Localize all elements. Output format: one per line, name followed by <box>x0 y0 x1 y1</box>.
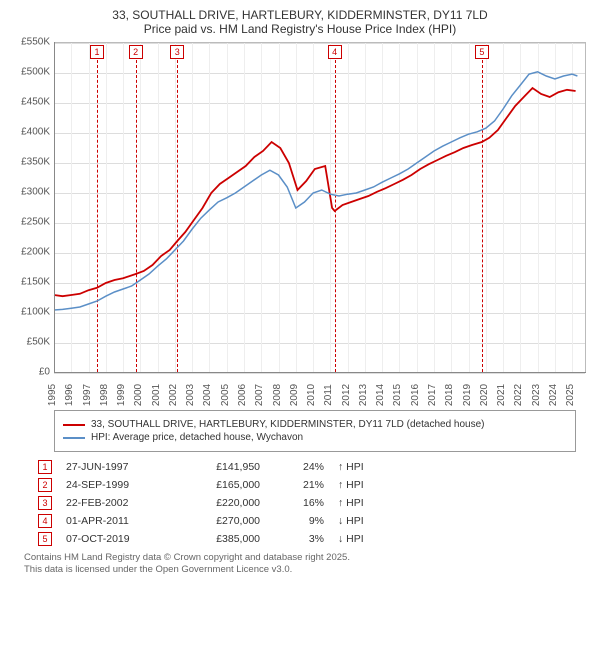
event-price: £385,000 <box>180 533 260 545</box>
x-tick-label: 2009 <box>289 384 303 406</box>
event-date: 24-SEP-1999 <box>66 479 166 491</box>
x-tick-label: 2007 <box>254 384 268 406</box>
x-tick-label: 2001 <box>151 384 165 406</box>
x-tick-label: 2011 <box>323 384 337 406</box>
x-tick-label: 2017 <box>427 384 441 406</box>
event-table: 1 27-JUN-1997 £141,950 24% ↑ HPI 2 24-SEP-1999… <box>38 460 576 546</box>
event-direction: ↑ HPI <box>338 461 398 473</box>
event-row: 5 07-OCT-2019 £385,000 3% ↓ HPI <box>38 532 576 546</box>
x-tick-label: 1999 <box>116 384 130 406</box>
event-number: 3 <box>38 496 52 510</box>
legend-label: 33, SOUTHALL DRIVE, HARTLEBURY, KIDDERMI… <box>91 419 485 430</box>
y-tick-label: £300K <box>10 187 50 198</box>
event-direction: ↑ HPI <box>338 497 398 509</box>
event-row: 1 27-JUN-1997 £141,950 24% ↑ HPI <box>38 460 576 474</box>
event-percent: 21% <box>274 479 324 491</box>
event-number: 5 <box>38 532 52 546</box>
chart-lines <box>54 43 585 372</box>
x-tick-label: 2018 <box>444 384 458 406</box>
x-tick-label: 1998 <box>99 384 113 406</box>
x-tick-label: 2006 <box>237 384 251 406</box>
event-price: £220,000 <box>180 497 260 509</box>
x-tick-label: 2020 <box>479 384 493 406</box>
event-number: 4 <box>38 514 52 528</box>
y-axis <box>54 42 55 372</box>
x-tick-label: 2012 <box>341 384 355 406</box>
event-percent: 24% <box>274 461 324 473</box>
event-number: 1 <box>38 460 52 474</box>
x-tick-label: 2000 <box>133 384 147 406</box>
y-tick-label: £150K <box>10 277 50 288</box>
x-tick-label: 2025 <box>565 384 579 406</box>
x-tick-label: 2019 <box>462 384 476 406</box>
legend-item: 33, SOUTHALL DRIVE, HARTLEBURY, KIDDERMI… <box>63 419 567 430</box>
legend-swatch <box>63 437 85 439</box>
event-date: 01-APR-2011 <box>66 515 166 527</box>
footer: Contains HM Land Registry data © Crown c… <box>24 552 576 577</box>
x-tick-label: 2004 <box>202 384 216 406</box>
y-tick-label: £100K <box>10 307 50 318</box>
x-tick-label: 2013 <box>358 384 372 406</box>
event-direction: ↓ HPI <box>338 533 398 545</box>
event-date: 07-OCT-2019 <box>66 533 166 545</box>
event-percent: 16% <box>274 497 324 509</box>
event-date: 22-FEB-2002 <box>66 497 166 509</box>
event-price: £165,000 <box>180 479 260 491</box>
footer-line1: Contains HM Land Registry data © Crown c… <box>24 552 576 564</box>
x-tick-label: 2021 <box>496 384 510 406</box>
event-price: £141,950 <box>180 461 260 473</box>
x-tick-label: 2002 <box>168 384 182 406</box>
title-address: 33, SOUTHALL DRIVE, HARTLEBURY, KIDDERMI… <box>10 8 590 22</box>
x-tick-label: 2024 <box>548 384 562 406</box>
y-tick-label: £250K <box>10 217 50 228</box>
event-percent: 9% <box>274 515 324 527</box>
chart: £0 £50K £100K £150K £200K £250K £300K £350K £400… <box>10 42 590 402</box>
event-direction: ↑ HPI <box>338 479 398 491</box>
x-tick-label: 2005 <box>220 384 234 406</box>
event-number: 2 <box>38 478 52 492</box>
y-tick-label: £500K <box>10 67 50 78</box>
footer-line2: This data is licensed under the Open Gov… <box>24 564 576 576</box>
legend-label: HPI: Average price, detached house, Wych… <box>91 432 303 443</box>
event-row: 4 01-APR-2011 £270,000 9% ↓ HPI <box>38 514 576 528</box>
x-tick-label: 1995 <box>47 384 61 406</box>
x-tick-label: 2014 <box>375 384 389 406</box>
legend-item: HPI: Average price, detached house, Wych… <box>63 432 567 443</box>
title-subtitle: Price paid vs. HM Land Registry's House … <box>10 22 590 36</box>
legend-swatch <box>63 424 85 426</box>
title-block: 33, SOUTHALL DRIVE, HARTLEBURY, KIDDERMI… <box>10 8 590 36</box>
y-tick-label: £50K <box>10 337 50 348</box>
x-tick-label: 1996 <box>64 384 78 406</box>
legend: 33, SOUTHALL DRIVE, HARTLEBURY, KIDDERMI… <box>54 410 576 452</box>
x-tick-label: 1997 <box>82 384 96 406</box>
plot-area: 12345 <box>54 42 586 372</box>
y-tick-label: £200K <box>10 247 50 258</box>
y-tick-label: £350K <box>10 157 50 168</box>
x-tick-label: 2023 <box>531 384 545 406</box>
x-tick-label: 2008 <box>272 384 286 406</box>
x-axis <box>54 372 586 373</box>
x-tick-label: 2003 <box>185 384 199 406</box>
x-tick-label: 2015 <box>392 384 406 406</box>
y-tick-label: £0 <box>10 367 50 378</box>
y-tick-label: £400K <box>10 127 50 138</box>
y-tick-label: £550K <box>10 37 50 48</box>
x-tick-label: 2010 <box>306 384 320 406</box>
event-row: 2 24-SEP-1999 £165,000 21% ↑ HPI <box>38 478 576 492</box>
y-tick-label: £450K <box>10 97 50 108</box>
event-date: 27-JUN-1997 <box>66 461 166 473</box>
event-price: £270,000 <box>180 515 260 527</box>
event-direction: ↓ HPI <box>338 515 398 527</box>
event-percent: 3% <box>274 533 324 545</box>
x-tick-label: 2022 <box>513 384 527 406</box>
x-tick-label: 2016 <box>410 384 424 406</box>
event-row: 3 22-FEB-2002 £220,000 16% ↑ HPI <box>38 496 576 510</box>
